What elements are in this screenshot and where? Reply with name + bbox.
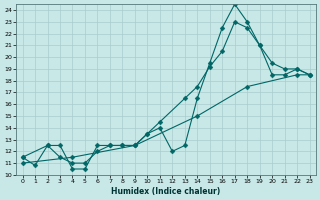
- X-axis label: Humidex (Indice chaleur): Humidex (Indice chaleur): [111, 187, 221, 196]
